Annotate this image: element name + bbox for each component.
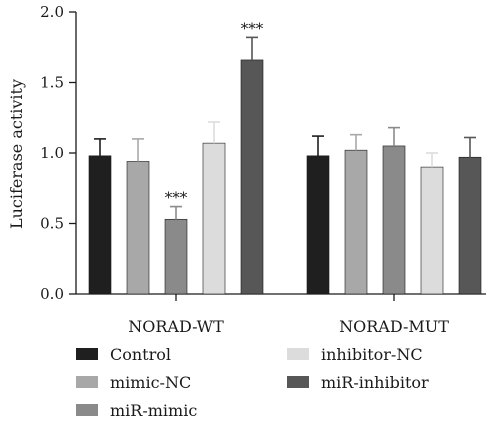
bar: [202, 142, 226, 295]
bar: [420, 166, 444, 295]
y-tick-label: 0.0: [40, 285, 64, 303]
legend-label: miR-inhibitor: [321, 373, 429, 392]
category-label: NORAD-WT: [128, 317, 224, 336]
y-tick-label: 1.5: [40, 74, 64, 92]
y-ticks: 0.0 0.5 1.0 1.5 2.0: [40, 3, 76, 303]
y-tick-label: 0.5: [40, 215, 64, 233]
category-label: NORAD-MUT: [339, 317, 449, 336]
legend: Control mimic-NC miR-mimic inhibitor-NC miR-…: [76, 345, 429, 420]
significance-annotations: *** ***: [165, 19, 264, 206]
legend-swatch: [287, 376, 309, 388]
bar: [344, 149, 368, 295]
legend-swatch: [76, 376, 98, 388]
legend-label: Control: [110, 345, 171, 364]
significance-marker: ***: [165, 189, 188, 207]
error-bars: [94, 36, 476, 220]
bar: [240, 59, 264, 295]
legend-swatch: [76, 404, 98, 416]
bar: [88, 155, 112, 295]
legend-swatch: [76, 348, 98, 360]
legend-label: inhibitor-NC: [321, 345, 423, 364]
bar: [382, 145, 406, 295]
bars: [88, 59, 482, 295]
y-tick-label: 2.0: [40, 3, 64, 21]
bar: [126, 161, 150, 295]
legend-label: miR-mimic: [110, 401, 197, 420]
y-tick-label: 1.0: [40, 144, 64, 162]
significance-marker: ***: [241, 19, 264, 37]
bar: [164, 218, 188, 295]
legend-swatch: [287, 348, 309, 360]
legend-label: mimic-NC: [110, 373, 191, 392]
bar: [306, 155, 330, 295]
bar: [458, 156, 482, 295]
y-axis-label: Luciferase activity: [7, 79, 26, 229]
x-ticks: NORAD-WT NORAD-MUT: [128, 294, 449, 336]
